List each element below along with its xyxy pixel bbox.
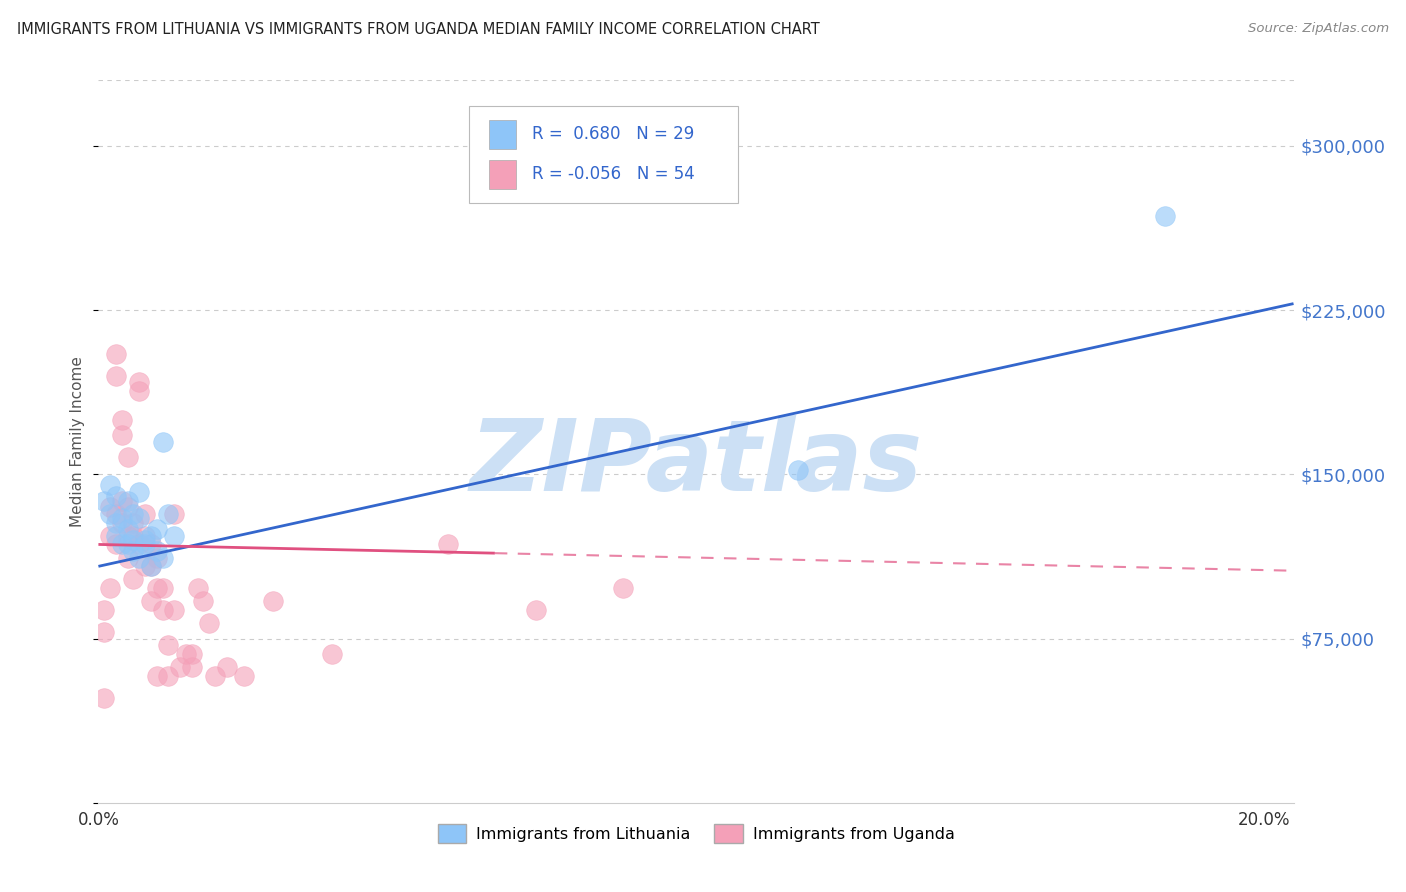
Point — [139, 537, 162, 551]
Point — [104, 537, 127, 551]
Point — [98, 507, 121, 521]
Point — [134, 507, 156, 521]
Point — [111, 511, 134, 525]
Point — [524, 603, 547, 617]
Point — [163, 603, 186, 617]
Point — [134, 537, 156, 551]
Point — [128, 484, 150, 499]
Point — [169, 660, 191, 674]
Point — [152, 603, 174, 617]
Text: IMMIGRANTS FROM LITHUANIA VS IMMIGRANTS FROM UGANDA MEDIAN FAMILY INCOME CORRELA: IMMIGRANTS FROM LITHUANIA VS IMMIGRANTS … — [17, 22, 820, 37]
Point — [152, 550, 174, 565]
Text: ZIPatlas: ZIPatlas — [470, 415, 922, 512]
Point — [134, 529, 156, 543]
Point — [104, 507, 127, 521]
Point — [93, 603, 115, 617]
Point — [104, 516, 127, 530]
Point — [122, 529, 145, 543]
Point — [117, 450, 139, 464]
Point — [139, 529, 162, 543]
Point — [145, 581, 167, 595]
Text: R =  0.680   N = 29: R = 0.680 N = 29 — [533, 126, 695, 144]
Point — [186, 581, 208, 595]
Point — [787, 463, 810, 477]
Point — [152, 581, 174, 595]
Point — [104, 529, 127, 543]
Point — [122, 516, 145, 530]
Point — [145, 544, 167, 558]
Point — [128, 384, 150, 399]
Point — [180, 647, 202, 661]
Point — [157, 669, 180, 683]
Point — [157, 638, 180, 652]
Point — [111, 537, 134, 551]
Point — [98, 529, 121, 543]
Point — [437, 537, 460, 551]
Point — [104, 489, 127, 503]
Point — [117, 537, 139, 551]
Point — [262, 594, 284, 608]
Point — [215, 660, 238, 674]
Point — [139, 559, 162, 574]
Point — [122, 533, 145, 547]
Point — [98, 581, 121, 595]
Point — [321, 647, 343, 661]
Point — [128, 376, 150, 390]
Point — [233, 669, 256, 683]
Point — [128, 511, 150, 525]
Point — [1154, 209, 1177, 223]
Point — [163, 507, 186, 521]
Point — [93, 625, 115, 640]
Point — [117, 500, 139, 515]
Point — [139, 559, 162, 574]
Point — [134, 533, 156, 547]
Point — [180, 660, 202, 674]
Point — [193, 594, 215, 608]
FancyBboxPatch shape — [470, 105, 738, 203]
Point — [134, 559, 156, 574]
Point — [104, 368, 127, 383]
Point — [198, 616, 221, 631]
Point — [122, 573, 145, 587]
Text: R = -0.056   N = 54: R = -0.056 N = 54 — [533, 165, 695, 183]
Point — [111, 428, 134, 442]
Point — [117, 522, 139, 536]
Point — [128, 550, 150, 565]
Point — [111, 412, 134, 426]
Point — [122, 544, 145, 558]
FancyBboxPatch shape — [489, 120, 516, 149]
Point — [98, 500, 121, 515]
Point — [145, 669, 167, 683]
Point — [128, 537, 150, 551]
Point — [139, 594, 162, 608]
Point — [104, 347, 127, 361]
Point — [163, 529, 186, 543]
Y-axis label: Median Family Income: Median Family Income — [70, 356, 86, 527]
Point — [117, 529, 139, 543]
Point — [93, 690, 115, 705]
Point — [122, 507, 145, 521]
Point — [145, 522, 167, 536]
Point — [145, 550, 167, 565]
Legend: Immigrants from Lithuania, Immigrants from Uganda: Immigrants from Lithuania, Immigrants fr… — [432, 818, 960, 849]
Point — [117, 493, 139, 508]
Point — [98, 478, 121, 492]
Point — [111, 493, 134, 508]
Point — [117, 550, 139, 565]
Point — [111, 516, 134, 530]
Point — [152, 434, 174, 449]
Text: Source: ZipAtlas.com: Source: ZipAtlas.com — [1249, 22, 1389, 36]
Point — [93, 493, 115, 508]
FancyBboxPatch shape — [489, 160, 516, 189]
Point — [204, 669, 226, 683]
Point — [612, 581, 634, 595]
Point — [157, 507, 180, 521]
Point — [174, 647, 197, 661]
